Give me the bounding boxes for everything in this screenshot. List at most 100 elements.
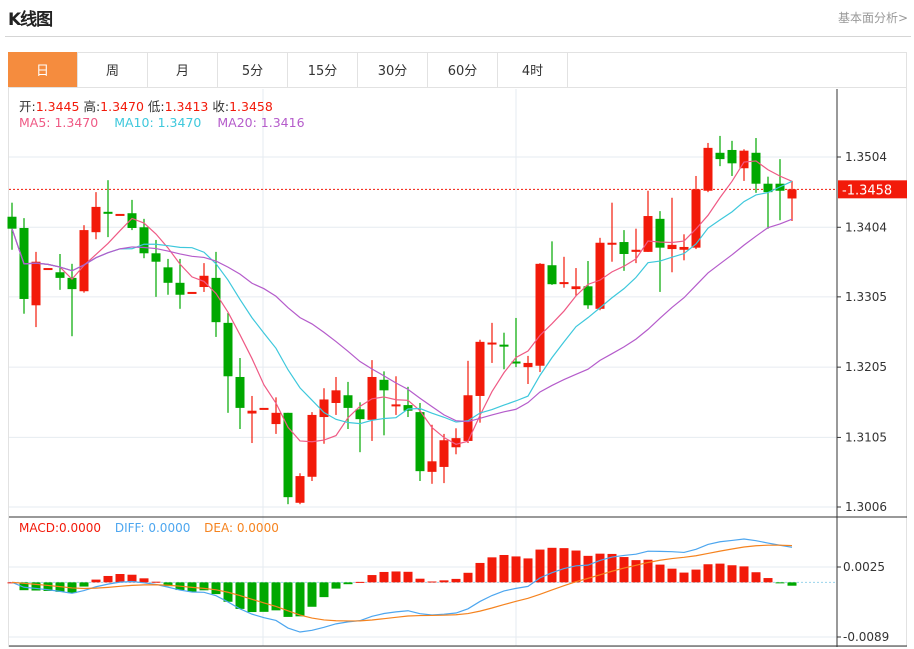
tab-4hour[interactable]: 4时 (498, 52, 568, 88)
ma20-value: MA20: 1.3416 (217, 115, 305, 130)
close-label: 收: (212, 99, 230, 114)
price-tick-label: 1.3006 (845, 500, 887, 514)
candle-body (91, 206, 101, 233)
current-price-tag (838, 180, 907, 199)
macd-histogram-bar (307, 582, 317, 607)
macd-histogram-bar (475, 562, 485, 583)
macd-info: MACD:0.0000 DIFF: 0.0000 DEA: 0.0000 (19, 521, 279, 535)
macd-tick-label: 0.0025 (843, 560, 885, 574)
candle-body (295, 476, 305, 503)
macd-histogram-bar (43, 582, 53, 591)
candle-body (163, 267, 173, 283)
candle-body (499, 344, 509, 347)
candle-body (739, 150, 749, 169)
price-tick-label: 1.3305 (845, 290, 887, 304)
candle-body (715, 152, 725, 160)
macd-histogram-bar (787, 582, 797, 586)
candle-body (595, 242, 605, 309)
candle-body (439, 440, 449, 467)
close-value: 1.3458 (229, 99, 273, 114)
macd-histogram-bar (391, 571, 401, 583)
candle-body (691, 189, 701, 248)
macd-histogram-bar (679, 572, 689, 583)
candle-body (487, 342, 497, 345)
candle-body (259, 407, 269, 410)
tab-day[interactable]: 日 (8, 52, 78, 88)
macd-histogram-bar (139, 578, 149, 583)
macd-histogram-bar (151, 581, 161, 583)
tab-5min[interactable]: 5分 (218, 52, 288, 88)
ma20-line (11, 218, 793, 423)
price-tick-label: 1.3404 (845, 220, 887, 234)
candle-body (571, 286, 581, 290)
candle-body (667, 244, 677, 250)
candle-body (751, 152, 761, 184)
candle-body (475, 341, 485, 396)
macd-histogram-bar (643, 559, 653, 583)
candle-body (523, 362, 533, 368)
candle-body (415, 412, 425, 472)
candle-body (631, 249, 641, 252)
candle-body (103, 211, 113, 214)
tab-30min[interactable]: 30分 (358, 52, 428, 88)
tab-week[interactable]: 周 (78, 52, 148, 88)
candle-body (607, 242, 617, 245)
candle-body (235, 376, 245, 408)
macd-histogram-bar (343, 582, 353, 585)
macd-histogram-bar (547, 547, 557, 583)
fundamental-analysis-link[interactable]: 基本面分析> (837, 11, 908, 25)
macd-histogram-bar (91, 579, 101, 583)
macd-histogram-bar (79, 582, 89, 587)
tab-15min[interactable]: 15分 (288, 52, 358, 88)
candle-body (223, 322, 233, 377)
macd-histogram-bar (487, 557, 497, 583)
candle-body (427, 461, 437, 472)
candle-body (463, 395, 473, 441)
tab-month[interactable]: 月 (148, 52, 218, 88)
macd-histogram-bar (163, 582, 173, 587)
macd-histogram-bar (619, 557, 629, 583)
ma5-value: MA5: 1.3470 (19, 115, 99, 130)
candle-body (763, 183, 773, 193)
macd-histogram-bar (439, 580, 449, 583)
candle-body (643, 216, 653, 252)
candle-body (283, 412, 293, 498)
macd-histogram-bar (739, 566, 749, 583)
candle-body (151, 253, 161, 262)
price-tick-label: 1.3105 (845, 430, 887, 444)
candle-body (31, 261, 41, 306)
candle-body (343, 395, 353, 408)
macd-histogram-bar (691, 569, 701, 583)
candle-body (547, 265, 557, 285)
tab-60min[interactable]: 60分 (428, 52, 498, 88)
macd-histogram-bar (127, 574, 137, 583)
macd-histogram-bar (715, 563, 725, 583)
open-value: 1.3445 (35, 99, 80, 114)
dea-value: DEA: 0.0000 (204, 521, 279, 535)
ma10-line (11, 180, 793, 425)
macd-histogram-bar (583, 555, 593, 583)
candle-body (703, 147, 713, 191)
candle-body (679, 246, 689, 250)
candle-body (175, 282, 185, 295)
tabs-filler (568, 52, 907, 88)
macd-histogram-bar (283, 582, 293, 617)
macd-histogram-bar (559, 548, 569, 583)
price-tick-label: 1.3205 (845, 360, 887, 374)
period-tabs: 日 周 月 5分 15分 30分 60分 4时 (8, 52, 568, 88)
candle-body (247, 410, 257, 414)
macd-histogram-bar (199, 582, 209, 591)
candle-body (7, 216, 17, 229)
high-value: 1.3470 (100, 99, 144, 114)
candle-body (379, 379, 389, 391)
macd-histogram-bar (367, 575, 377, 583)
current-price-label: -1.3458 (842, 183, 892, 198)
macd-histogram-bar (19, 582, 29, 591)
macd-histogram-bar (331, 582, 341, 589)
macd-histogram-bar (667, 568, 677, 583)
macd-tick-label: -0.0089 (843, 630, 889, 644)
macd-histogram-bar (295, 582, 305, 617)
header-divider (5, 36, 911, 37)
diff-value: DIFF: 0.0000 (114, 521, 191, 535)
